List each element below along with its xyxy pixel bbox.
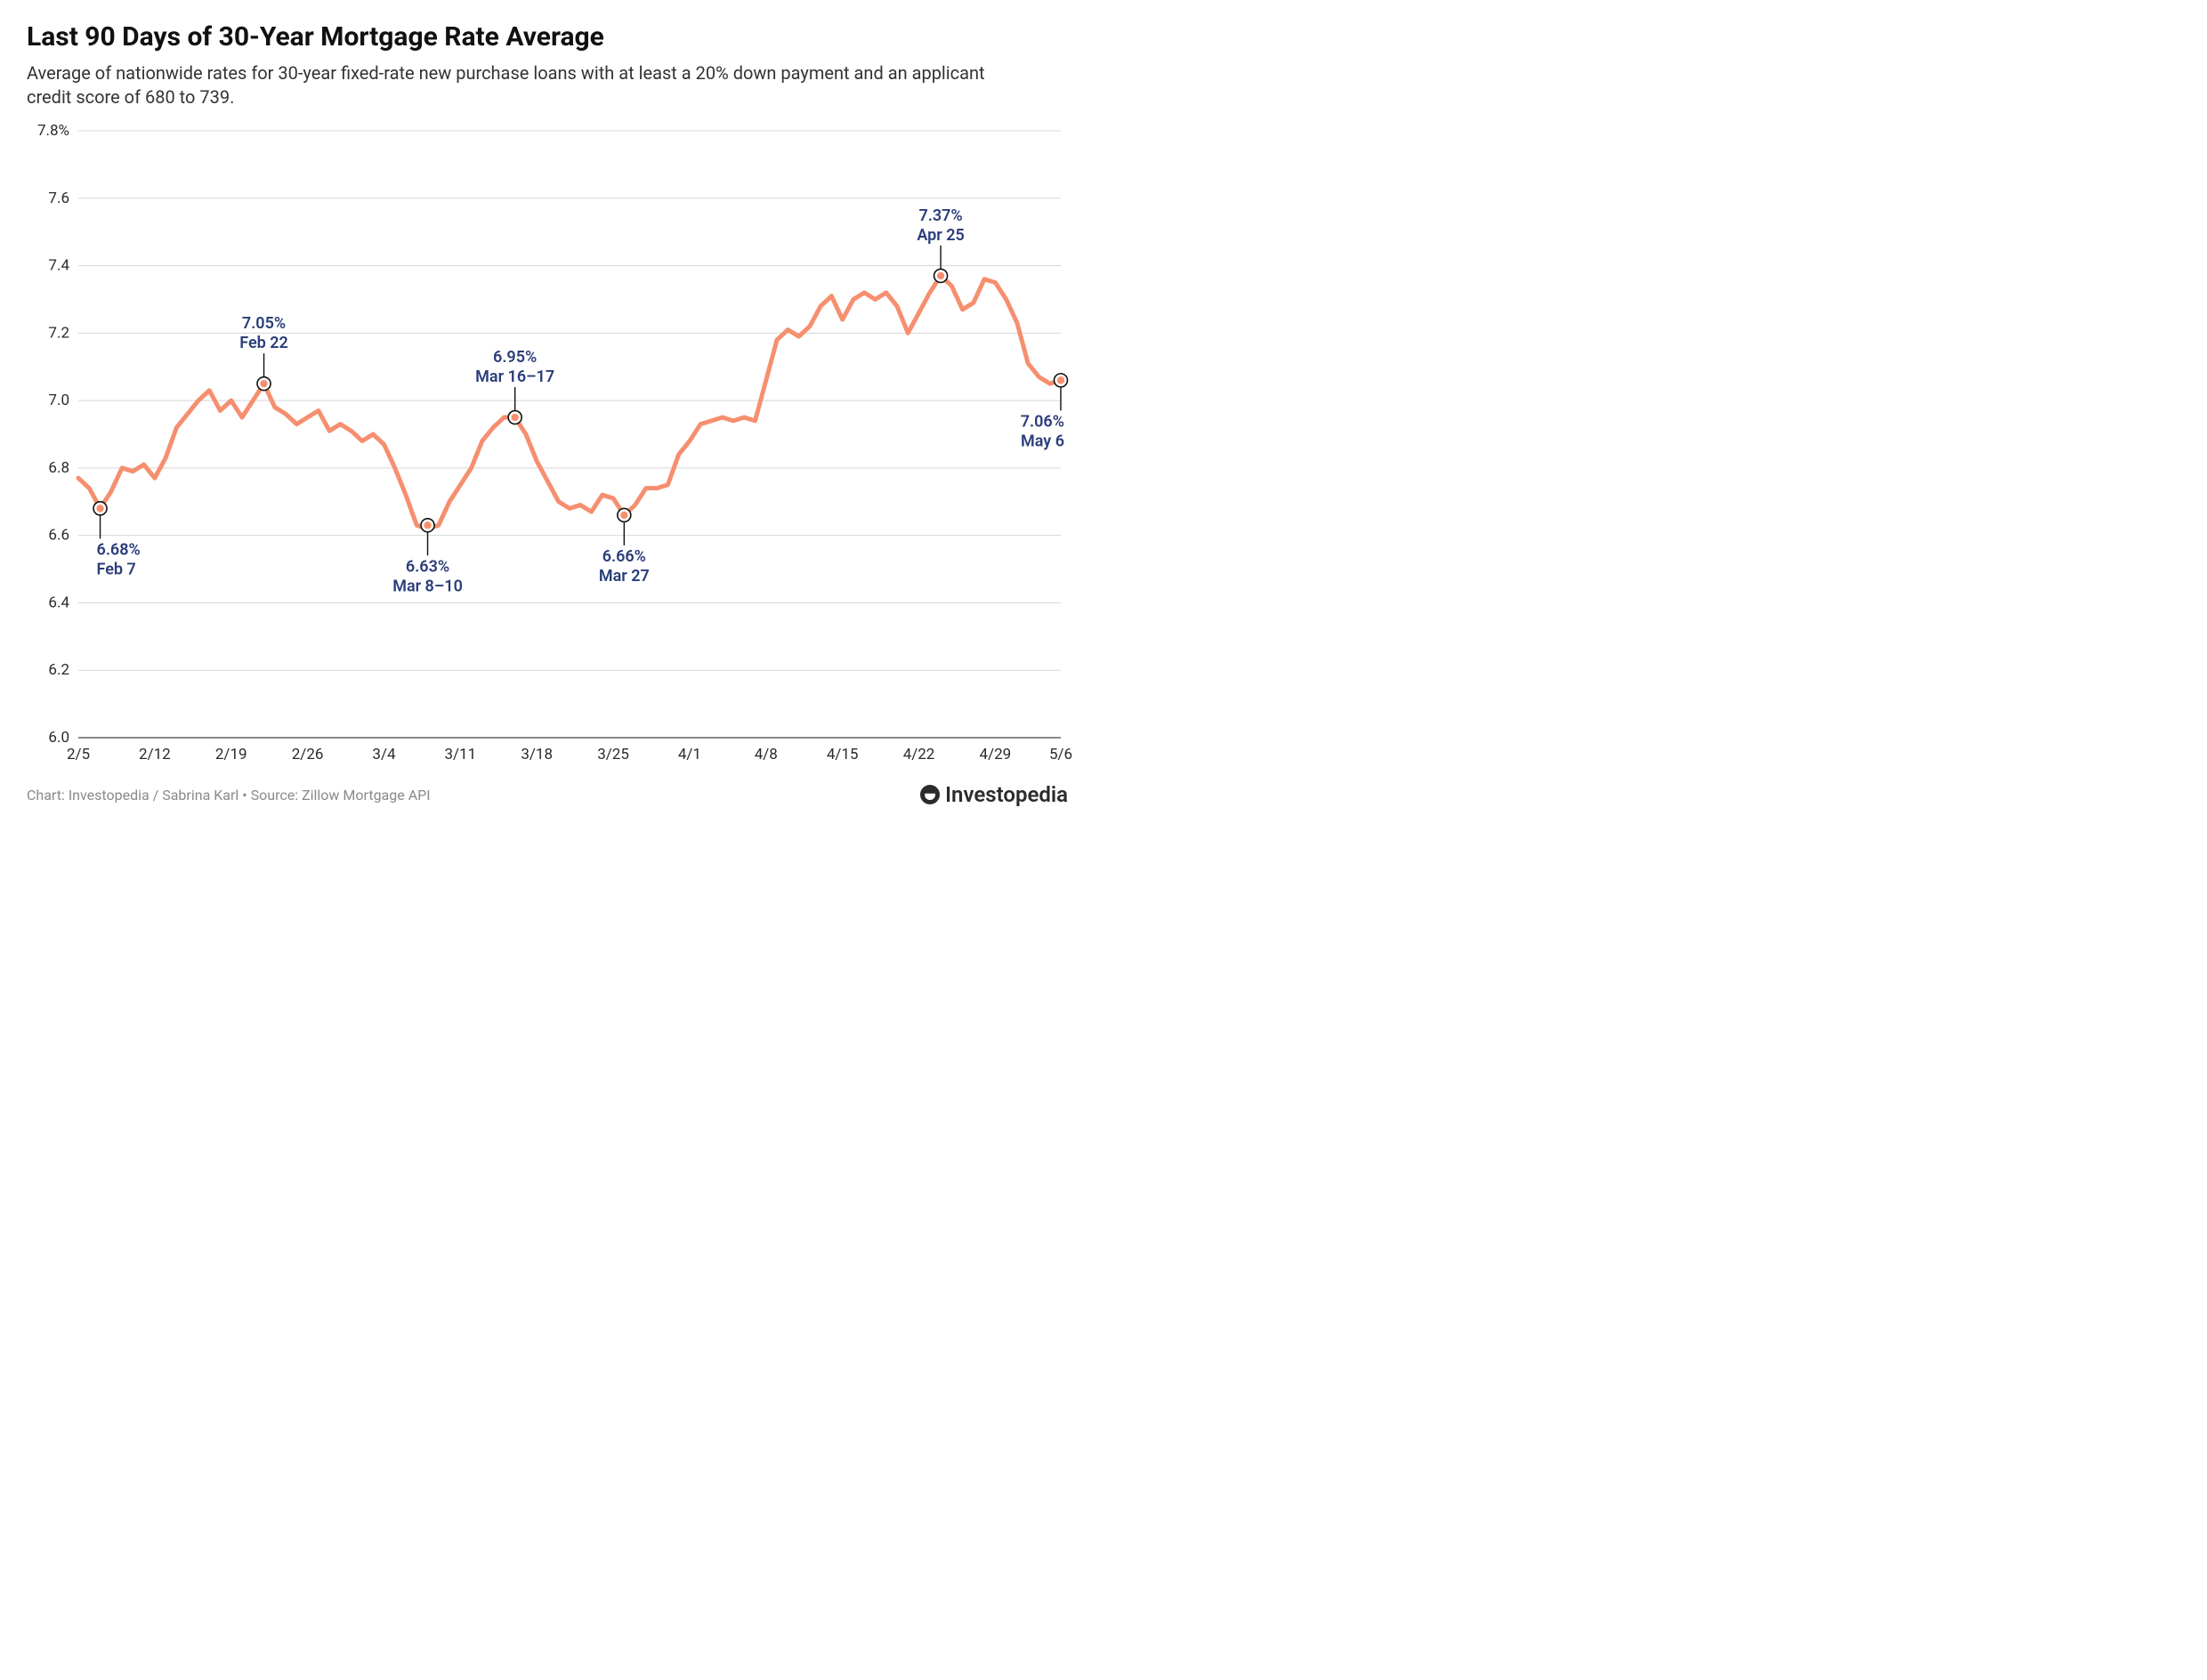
chart-container: Last 90 Days of 30-Year Mortgage Rate Av… (0, 0, 1104, 840)
x-axis-label: 4/1 (678, 746, 701, 763)
callout-value: 6.68% (97, 540, 141, 559)
x-axis-label: 4/29 (980, 746, 1012, 763)
chart-credit: Chart: Investopedia / Sabrina Karl • Sou… (27, 787, 431, 804)
x-axis-label: 2/12 (139, 746, 171, 763)
y-axis-label: 6.0 (48, 729, 69, 747)
y-axis-label: 7.4 (48, 257, 69, 275)
data-marker-inner (260, 380, 267, 387)
x-axis-label: 3/4 (372, 746, 396, 763)
callout-value: 7.05% (242, 314, 286, 333)
x-axis-label: 3/11 (444, 746, 476, 763)
brand-name: Investopedia (945, 782, 1068, 807)
data-marker-inner (511, 414, 518, 421)
y-axis-label: 7.6 (48, 190, 69, 207)
callout-value: 6.63% (406, 557, 449, 576)
data-marker-inner (96, 505, 103, 512)
plot-area: 6.0 6.2 6.4 6.6 6.8 7.0 7.2 7.4 7.6 7.8% 2/5 2/12 2/… (27, 122, 1077, 771)
y-axis-label: 6.8 (48, 459, 69, 477)
chart-footer: Chart: Investopedia / Sabrina Karl • Sou… (27, 782, 1077, 807)
x-axis-label: 4/22 (903, 746, 935, 763)
brand-logo-icon (920, 785, 940, 804)
y-axis-label: 6.6 (48, 527, 69, 545)
x-axis-label: 5/6 (1049, 746, 1072, 763)
chart-title: Last 90 Days of 30-Year Mortgage Rate Av… (27, 21, 1077, 52)
callout-date: Mar 8–10 (392, 577, 463, 595)
x-axis-label: 2/19 (215, 746, 247, 763)
callout-value: 7.37% (918, 206, 962, 225)
callout-value: 6.95% (493, 348, 537, 367)
data-marker-inner (424, 521, 431, 529)
callout-date: May 6 (1021, 432, 1064, 450)
callout-date: Feb 22 (239, 334, 288, 352)
x-axis-label: 4/8 (755, 746, 778, 763)
x-axis-label: 3/25 (597, 746, 629, 763)
callout-date: Mar 16–17 (475, 368, 554, 386)
rate-line (78, 276, 1061, 529)
chart-subtitle: Average of nationwide rates for 30-year … (27, 61, 1006, 109)
x-axis-label: 4/15 (827, 746, 859, 763)
y-axis-label: 6.2 (48, 661, 69, 679)
data-marker-inner (1057, 376, 1064, 384)
chart-svg: 6.0 6.2 6.4 6.6 6.8 7.0 7.2 7.4 7.6 7.8% 2/5 2/12 2/… (27, 122, 1077, 771)
y-axis-label: 7.8% (37, 122, 69, 140)
x-axis-label: 3/18 (521, 746, 553, 763)
data-marker-inner (620, 512, 627, 519)
x-axis-label: 2/5 (67, 746, 90, 763)
y-axis-label: 7.0 (48, 392, 69, 409)
callout-date: Feb 7 (97, 560, 136, 578)
x-axis-label: 2/26 (292, 746, 324, 763)
callout-value: 7.06% (1021, 412, 1064, 431)
data-marker-inner (937, 272, 944, 279)
callout-date: Apr 25 (917, 226, 964, 245)
callout-date: Mar 27 (599, 567, 650, 586)
y-axis-label: 6.4 (48, 594, 69, 611)
callout-value: 6.66% (602, 547, 646, 566)
y-axis-label: 7.2 (48, 324, 69, 342)
brand: Investopedia (920, 782, 1068, 807)
